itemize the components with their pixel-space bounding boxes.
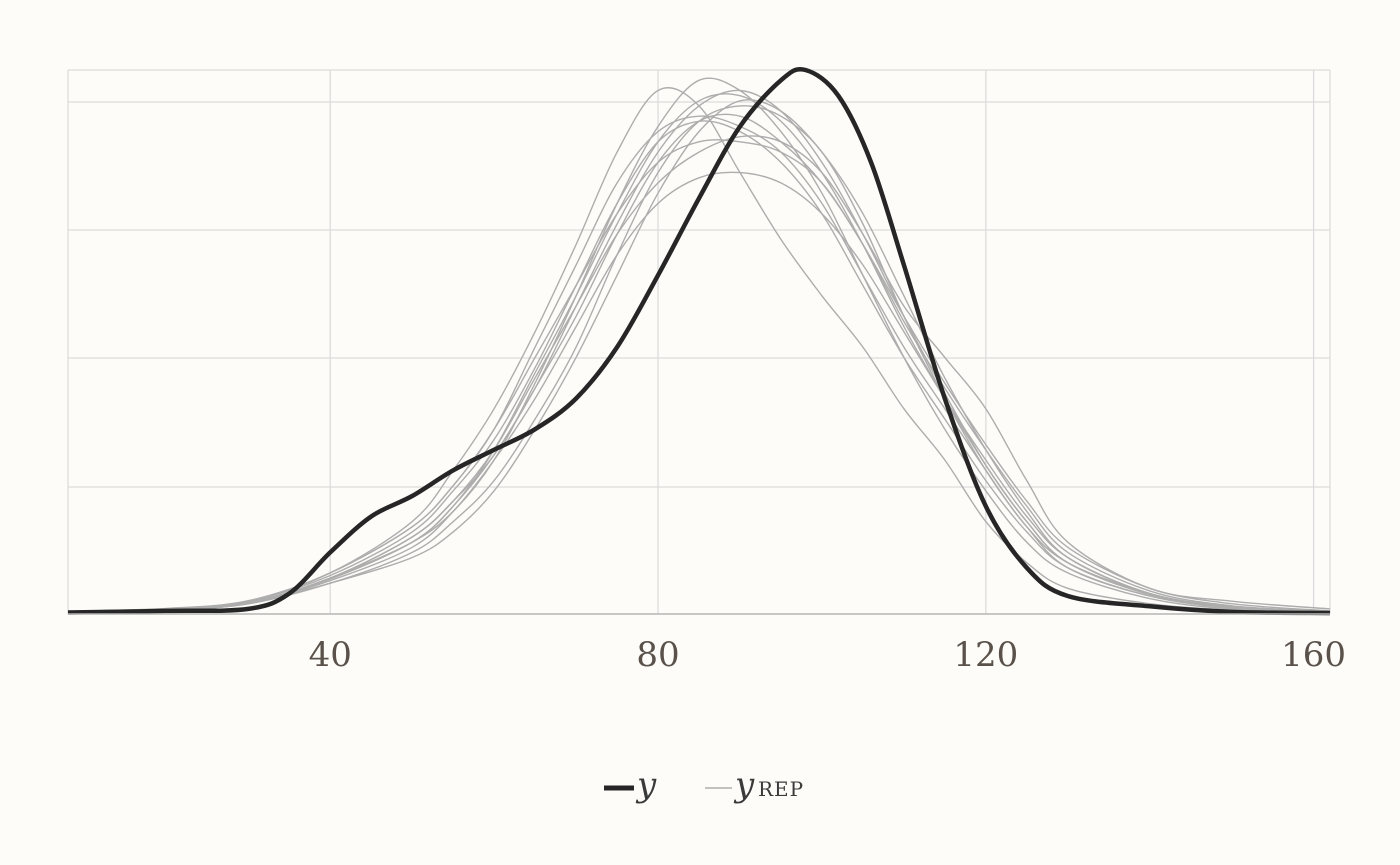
- legend-replicated-label: y: [733, 765, 755, 805]
- grid-layer: [67, 69, 1331, 614]
- legend: y y REP: [604, 765, 804, 805]
- replicated-density-line-1: [67, 87, 1331, 614]
- replicated-density-line-11: [67, 139, 1331, 613]
- replicated-density-line-12: [67, 93, 1331, 613]
- legend-observed-label: y: [635, 765, 657, 805]
- x-tick-label: 80: [636, 635, 679, 675]
- x-tick-label: 160: [1281, 635, 1346, 675]
- axis-layer: 40 80 120 160: [68, 613, 1346, 675]
- observed-density-line: [67, 66, 1331, 616]
- replicated-density-line-9: [67, 113, 1331, 613]
- x-tick-label: 120: [953, 635, 1018, 675]
- replicated-density-line-4: [67, 120, 1331, 613]
- legend-replicated-subscript: REP: [758, 777, 804, 801]
- replicated-series-layer: [67, 77, 1331, 614]
- observed-series-layer: [67, 66, 1331, 616]
- x-tick-label: 40: [309, 635, 352, 675]
